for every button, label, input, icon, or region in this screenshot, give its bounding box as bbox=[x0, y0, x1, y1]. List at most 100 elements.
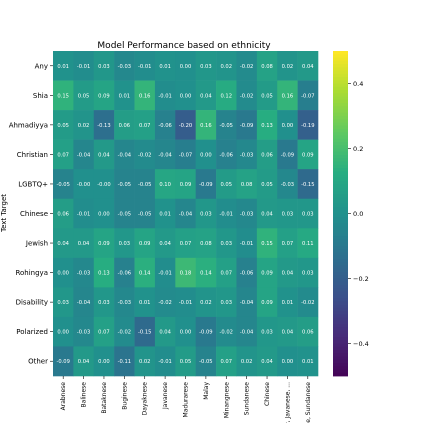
colorbar-segment bbox=[333, 184, 348, 188]
cell-value-label: 0.15 bbox=[57, 93, 69, 99]
colorbar-segment bbox=[333, 207, 348, 211]
cell-value-label: 0.08 bbox=[241, 182, 253, 188]
colorbar-segment bbox=[333, 138, 348, 143]
x-tick-label: se, Sundanese bbox=[305, 382, 312, 423]
colorbar-segment bbox=[333, 135, 348, 140]
heatmap-cell bbox=[154, 110, 176, 140]
heatmap-cell bbox=[277, 287, 298, 318]
heatmap-cell bbox=[297, 316, 319, 347]
cell-value-label: 0.00 bbox=[282, 359, 294, 365]
colorbar-segment bbox=[333, 314, 348, 318]
colorbar-segment bbox=[333, 268, 348, 273]
colorbar-segment bbox=[333, 252, 348, 257]
cell-value-label: -0.03 bbox=[118, 300, 131, 306]
heatmap-cell bbox=[53, 110, 74, 140]
heatmap-cell bbox=[134, 169, 156, 200]
cell-value-label: 0.04 bbox=[282, 330, 294, 336]
heatmap-cell bbox=[195, 346, 217, 377]
heatmap-cell bbox=[93, 287, 115, 318]
cell-value-label: 0.10 bbox=[159, 182, 171, 188]
colorbar-segment bbox=[333, 83, 348, 88]
heatmap-cell bbox=[114, 169, 135, 200]
heatmap-cell bbox=[93, 80, 115, 111]
heatmap-cell bbox=[256, 198, 278, 229]
heatmap-cell bbox=[93, 346, 115, 377]
cell-value-label: 0.01 bbox=[159, 64, 171, 70]
x-tick-label: r, Javanese, ... bbox=[284, 382, 291, 423]
colorbar-segment bbox=[333, 213, 348, 218]
colorbar-segment bbox=[333, 223, 348, 227]
cell-value-label: -0.06 bbox=[240, 271, 253, 277]
heatmap-cell bbox=[216, 287, 237, 318]
cell-value-label: -0.05 bbox=[138, 212, 151, 218]
colorbar-segment bbox=[333, 132, 348, 136]
heatmap-cell bbox=[256, 139, 278, 170]
heatmap-cell bbox=[154, 139, 176, 170]
cell-value-label: 0.04 bbox=[159, 330, 171, 336]
heatmap-cell bbox=[195, 287, 217, 318]
x-tick-label: Bataknese bbox=[101, 382, 108, 414]
heatmap-cell bbox=[154, 198, 176, 229]
colorbar-segment bbox=[333, 155, 348, 159]
cell-value-label: 0.07 bbox=[57, 152, 69, 158]
cell-value-label: 0.09 bbox=[139, 241, 151, 247]
heatmap-cell bbox=[175, 169, 196, 200]
heatmap-cell bbox=[236, 346, 258, 377]
y-tick-label: Christian bbox=[17, 151, 48, 159]
colorbar-segment bbox=[333, 158, 348, 162]
colorbar-segment bbox=[333, 80, 348, 84]
heatmap-cell bbox=[154, 169, 176, 200]
cell-value-label: 0.03 bbox=[119, 241, 131, 247]
colorbar-ticks: 0.4 0.2 0.0 −0.2 −0.4 bbox=[348, 80, 369, 348]
heatmap-cell bbox=[114, 139, 135, 170]
cell-value-label: -0.09 bbox=[199, 182, 212, 188]
cell-value-label: 0.04 bbox=[98, 152, 110, 158]
heatmap-cell bbox=[134, 316, 156, 347]
cell-value-label: -0.01 bbox=[158, 271, 171, 277]
colorbar-segment bbox=[333, 187, 348, 192]
heatmap-cell bbox=[73, 287, 95, 318]
heatmap-cell bbox=[93, 169, 115, 200]
cell-value-label: 0.02 bbox=[282, 64, 294, 70]
heatmap-cell bbox=[114, 80, 135, 111]
cell-value-label: -0.11 bbox=[118, 359, 131, 365]
heatmap-cell bbox=[114, 110, 135, 140]
cell-value-label: -0.15 bbox=[301, 182, 314, 188]
colorbar-segment bbox=[333, 96, 348, 101]
heatmap-cell bbox=[154, 346, 176, 377]
cell-value-label: -0.06 bbox=[118, 271, 131, 277]
cell-value-label: 0.12 bbox=[220, 93, 232, 99]
colorbar-segment bbox=[333, 119, 348, 123]
colorbar-segment bbox=[333, 324, 348, 328]
cell-value-label: 0.09 bbox=[180, 182, 192, 188]
heatmap-cell bbox=[114, 51, 135, 81]
heatmap-cell bbox=[297, 346, 319, 377]
colorbar-segment bbox=[333, 353, 348, 357]
colorbar-segment bbox=[333, 298, 348, 302]
colorbar-segment bbox=[333, 340, 348, 344]
cell-value-label: 0.02 bbox=[200, 300, 212, 306]
colorbar-segment bbox=[333, 109, 348, 114]
cell-value-label: -0.02 bbox=[220, 330, 233, 336]
colorbar-segment bbox=[333, 106, 348, 110]
colorbar-segment bbox=[333, 168, 348, 172]
cell-value-label: 0.08 bbox=[200, 241, 212, 247]
heatmap-cell bbox=[175, 80, 196, 111]
heatmap-cell bbox=[297, 228, 319, 259]
heatmap-cell bbox=[236, 287, 258, 318]
cell-value-label: 0.01 bbox=[282, 300, 294, 306]
colorbar-segment bbox=[333, 54, 348, 58]
heatmap-cell bbox=[195, 110, 217, 140]
heatmap-cell bbox=[195, 228, 217, 259]
colorbar-segment bbox=[333, 194, 348, 198]
heatmap-cell bbox=[256, 169, 278, 200]
colorbar-segment bbox=[333, 203, 348, 208]
heatmap-cell bbox=[256, 110, 278, 140]
heatmap-cell bbox=[134, 139, 156, 170]
cell-value-label: 0.09 bbox=[261, 300, 273, 306]
cell-value-label: -0.03 bbox=[77, 330, 90, 336]
cell-value-label: 0.03 bbox=[200, 212, 212, 218]
colorbar-segment bbox=[333, 236, 348, 240]
colorbar-segment bbox=[333, 99, 348, 104]
cell-value-label: -0.02 bbox=[118, 330, 131, 336]
